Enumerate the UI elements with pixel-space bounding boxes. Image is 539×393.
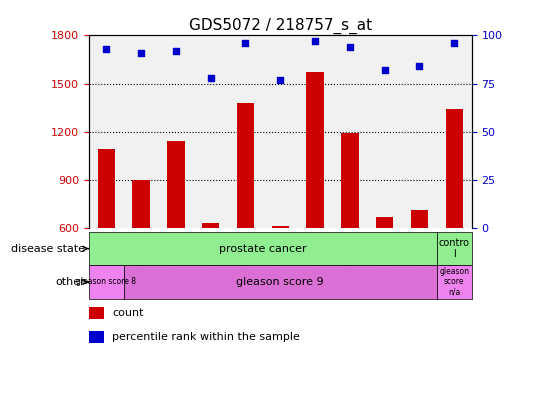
Bar [158, 35, 194, 228]
Bar [437, 232, 472, 265]
Bar [228, 35, 263, 228]
Bar [437, 265, 472, 299]
Text: other: other [56, 277, 88, 287]
Bar [411, 210, 428, 228]
Point [415, 63, 424, 69]
Bar [167, 141, 184, 228]
Bar [306, 72, 324, 228]
Bar [341, 133, 358, 228]
Bar [237, 103, 254, 228]
Bar [202, 223, 219, 228]
Point [102, 46, 110, 52]
Bar [376, 217, 393, 228]
Bar [89, 265, 124, 299]
Point [311, 38, 320, 44]
Bar [89, 35, 124, 228]
Bar [437, 35, 472, 228]
Point [171, 48, 180, 54]
Bar [89, 307, 104, 319]
Bar [298, 35, 333, 228]
Point [206, 75, 215, 81]
Text: disease state: disease state [11, 244, 88, 253]
Bar [194, 35, 228, 228]
Bar [367, 35, 402, 228]
Bar [446, 109, 463, 228]
Bar [89, 331, 104, 343]
Point [450, 40, 459, 46]
Text: contro
l: contro l [439, 238, 469, 259]
Text: count: count [112, 309, 143, 318]
Text: prostate cancer: prostate cancer [219, 244, 307, 253]
Bar [124, 265, 437, 299]
Text: gleason
score
n/a: gleason score n/a [439, 267, 469, 297]
Bar [333, 35, 367, 228]
Text: gleason score 8: gleason score 8 [77, 277, 136, 286]
Bar [272, 226, 289, 228]
Title: GDS5072 / 218757_s_at: GDS5072 / 218757_s_at [189, 18, 372, 34]
Point [276, 77, 285, 83]
Bar [124, 35, 158, 228]
Text: percentile rank within the sample: percentile rank within the sample [112, 332, 300, 342]
Point [241, 40, 250, 46]
Point [381, 67, 389, 73]
Bar [98, 149, 115, 228]
Bar [263, 35, 298, 228]
Point [345, 44, 354, 50]
Point [137, 50, 146, 56]
Bar [402, 35, 437, 228]
Bar [133, 180, 150, 228]
Text: gleason score 9: gleason score 9 [237, 277, 324, 287]
